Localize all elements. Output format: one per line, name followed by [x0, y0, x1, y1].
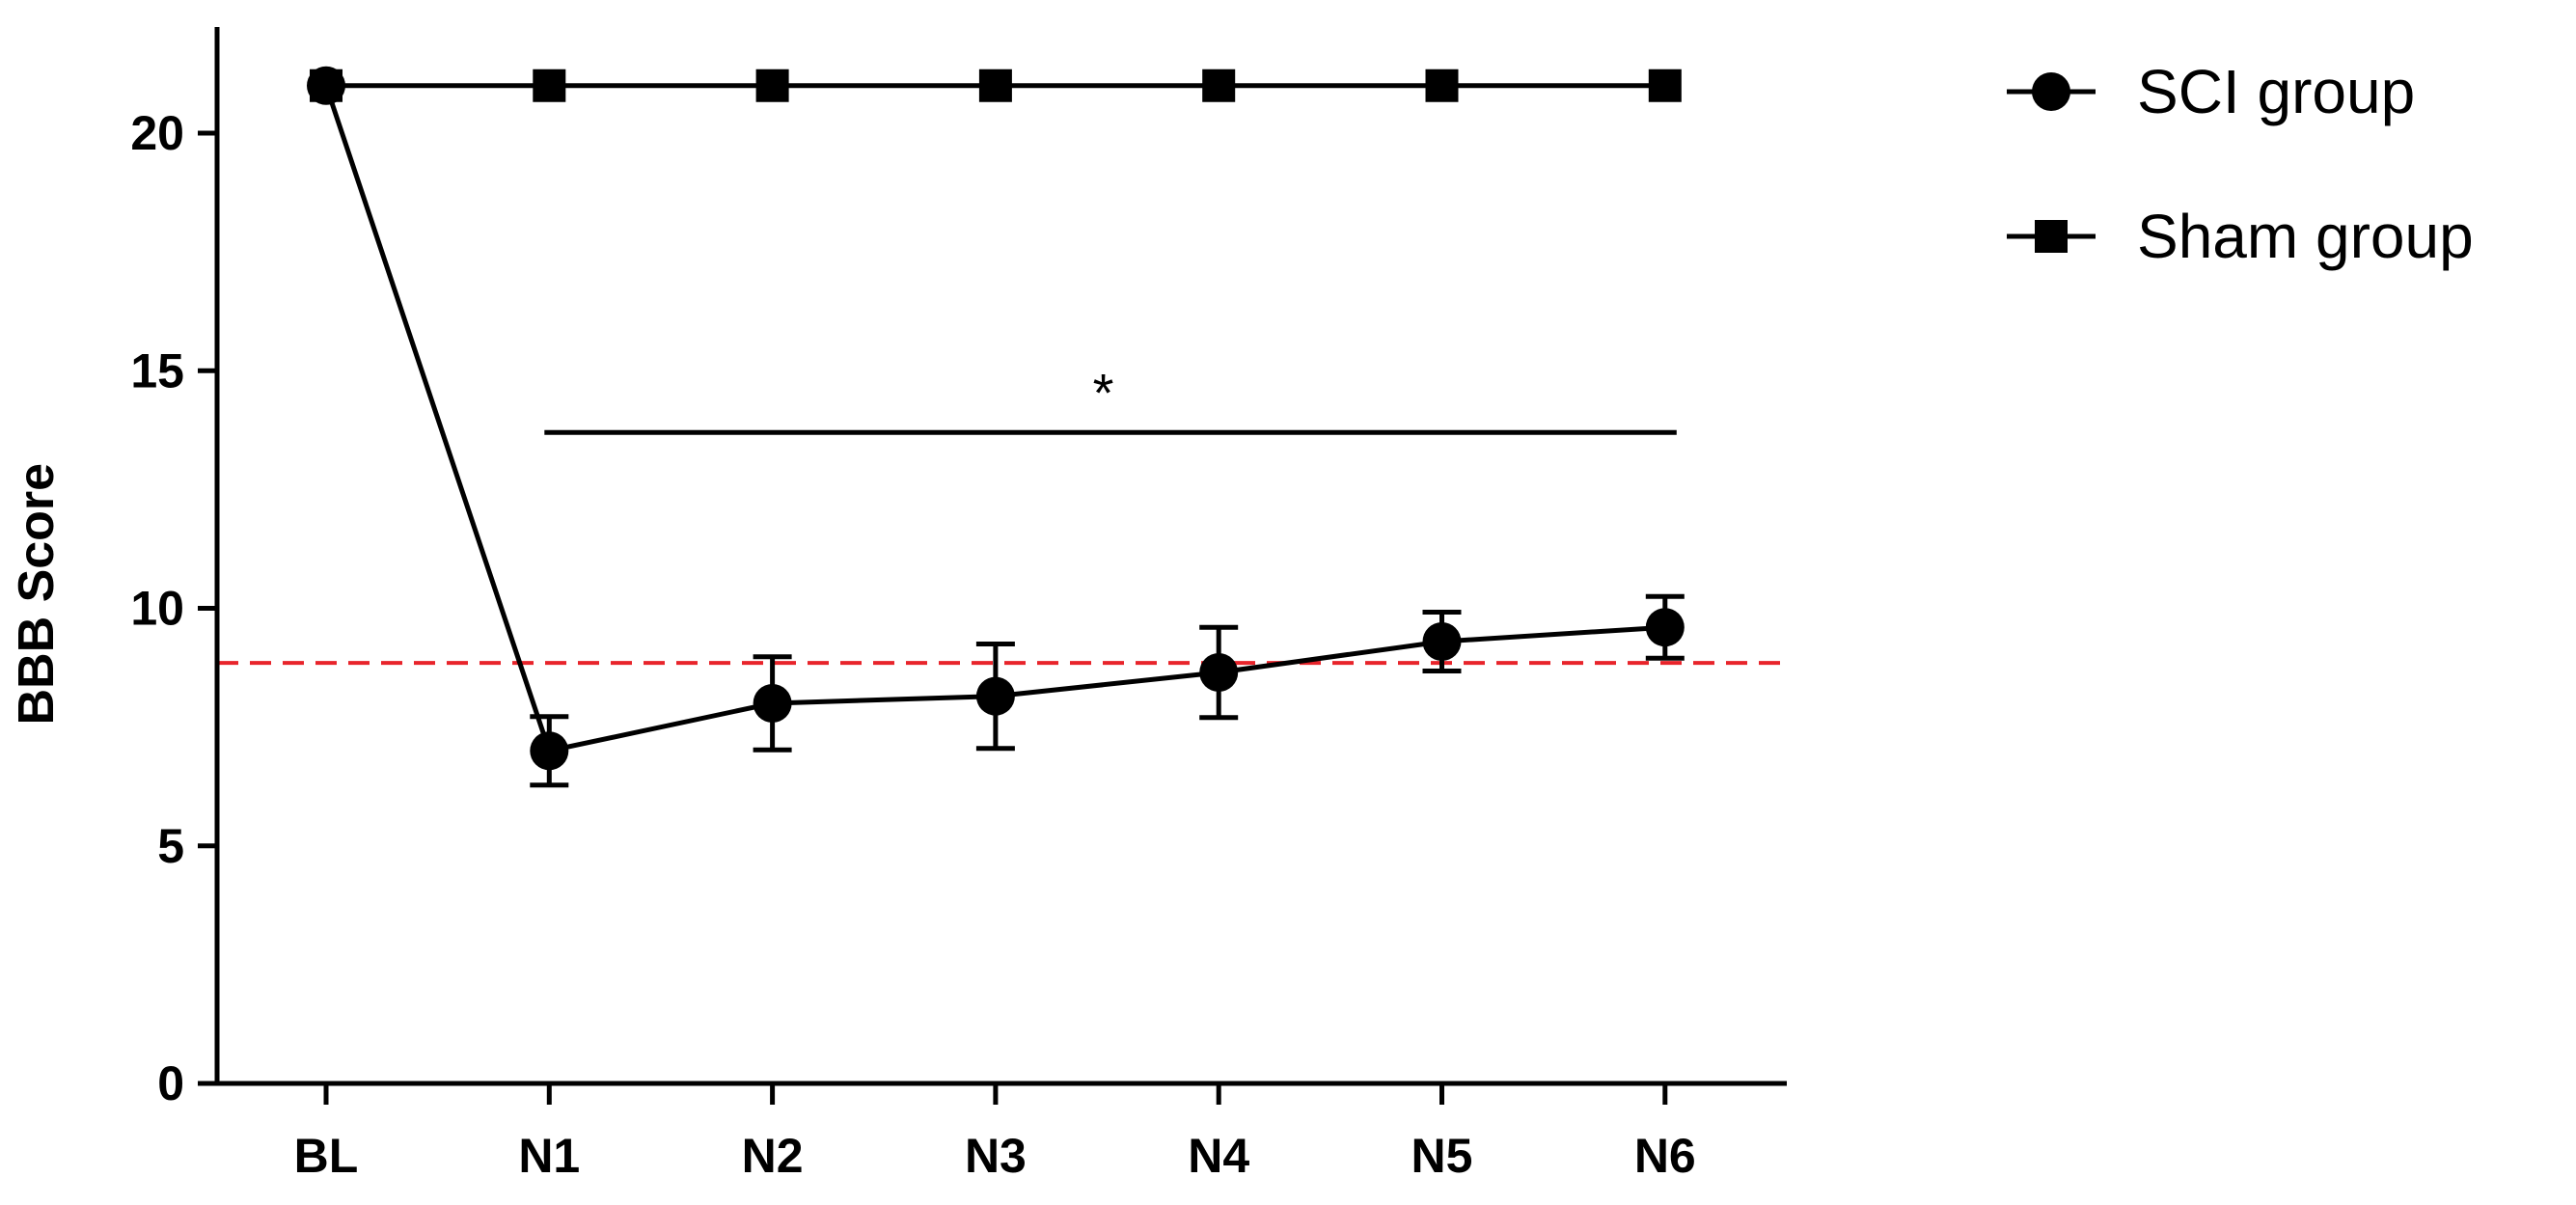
data-point-square: [755, 68, 789, 102]
data-point-circle: [975, 676, 1015, 716]
x-tick-label: N2: [742, 1129, 804, 1183]
x-tick-label: N3: [965, 1129, 1027, 1183]
series-sci-group: [307, 66, 1685, 788]
annotation-layer: *: [544, 362, 1677, 435]
x-tick-label: N4: [1188, 1129, 1249, 1183]
legend-square-marker: [2035, 220, 2068, 253]
axes-layer: 0 5 10 15 20 BL N1 N2 N3 N4 N5 N6 BBB Score: [9, 27, 1787, 1183]
x-tick-label: N1: [518, 1129, 580, 1183]
data-point-square: [978, 68, 1012, 102]
data-point-square: [533, 68, 566, 102]
data-point-square: [1202, 68, 1236, 102]
x-tick-label: N6: [1634, 1129, 1696, 1183]
data-point-circle: [1645, 608, 1685, 647]
legend-circle-marker: [2032, 72, 2070, 111]
legend: SCI group Sham group: [2007, 57, 2474, 271]
y-tick-label: 15: [130, 343, 184, 397]
data-point-square: [1648, 68, 1682, 102]
legend-entry-sci-group: SCI group: [2007, 57, 2415, 126]
y-axis-title: BBB Score: [9, 463, 65, 726]
data-point-circle: [530, 731, 569, 771]
y-tick-label: 5: [157, 819, 184, 873]
legend-label: Sham group: [2137, 202, 2474, 271]
series-sham-group: [310, 68, 1682, 102]
y-tick-label: 0: [157, 1056, 184, 1110]
data-point-circle: [1199, 652, 1239, 692]
data-point-circle: [307, 66, 345, 105]
data-point-square: [1425, 68, 1459, 102]
data-point-circle: [753, 684, 792, 723]
legend-label: SCI group: [2137, 57, 2415, 126]
y-tick-label: 20: [130, 106, 184, 160]
legend-entry-sham-group: Sham group: [2007, 202, 2474, 271]
y-tick-label: 10: [130, 582, 184, 636]
x-tick-label: BL: [294, 1129, 359, 1183]
series-layer: [307, 66, 1685, 788]
data-point-circle: [1422, 621, 1462, 661]
significance-star: *: [1093, 362, 1114, 423]
x-tick-label: N5: [1411, 1129, 1473, 1183]
